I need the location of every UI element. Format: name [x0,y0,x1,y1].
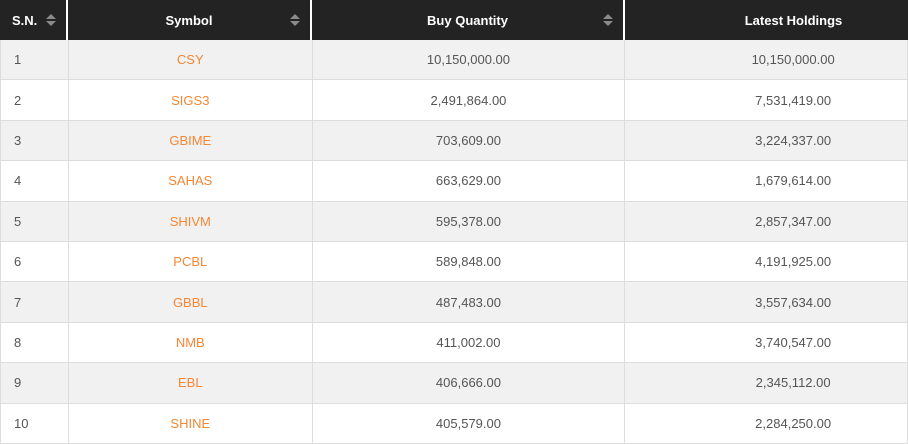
column-header-buy-quantity[interactable]: Buy Quantity [312,0,625,40]
latest-holdings-cell: 2,345,112.00 [755,375,831,391]
table-row: 7 GBBL 487,483.00 3,557,634.00 [1,282,907,323]
symbol-link[interactable]: PCBL [173,254,208,270]
buy-quantity-cell: 405,579.00 [313,403,626,443]
table-body: 1 CSY 10,150,000.00 10,150,000.00 2 SIGS… [0,40,908,444]
column-header-sn[interactable]: S.N. [0,0,68,40]
latest-holdings-cell: 3,224,337.00 [755,132,832,148]
sn-cell: 9 [1,363,69,403]
table-row: 2 SIGS3 2,491,864.00 7,531,419.00 [1,80,907,121]
table-row: 5 SHIVM 595,378.00 2,857,347.00 [1,201,907,242]
sn-cell: 8 [1,322,69,363]
buy-quantity-cell: 406,666.00 [313,363,626,403]
symbol-cell: SIGS3 [69,80,313,120]
buy-quantity-cell: 2,491,864.00 [313,80,626,120]
column-header-symbol-label: Symbol [165,12,213,28]
table-row: 1 CSY 10,150,000.00 10,150,000.00 [1,40,907,81]
symbol-cell: SAHAS [69,161,313,201]
table-row: 3 GBIME 703,609.00 3,224,337.00 [1,120,907,162]
symbol-cell: GBBL [69,282,313,322]
symbol-link[interactable]: CSY [176,52,204,68]
symbol-link[interactable]: EBL [178,375,203,391]
buy-quantity-cell: 487,483.00 [313,282,626,322]
sn-cell: 7 [1,282,69,322]
sn-cell: 4 [1,161,69,201]
table-header-row: S.N. Symbol Buy Quantity Latest Holdings [0,0,908,40]
latest-holdings-cell: 4,191,925.00 [755,254,832,270]
symbol-link[interactable]: SHIVM [169,213,211,229]
symbol-cell: EBL [69,363,313,403]
buy-quantity-cell: 10,150,000.00 [313,40,626,80]
symbol-cell: PCBL [69,241,313,282]
table-row: 4 SAHAS 663,629.00 1,679,614.00 [1,161,907,202]
buy-quantity-cell: 411,002.00 [313,322,626,363]
symbol-cell: NMB [69,322,313,363]
sn-cell: 1 [1,40,69,80]
column-header-symbol[interactable]: Symbol [68,0,312,40]
table-row: 10 SHINE 405,579.00 2,284,250.00 [1,403,907,444]
buy-quantity-cell: 663,629.00 [313,161,626,201]
latest-holdings-cell: 1,679,614.00 [755,173,832,189]
column-header-sn-label: S.N. [12,12,38,28]
latest-holdings-cell: 2,284,250.00 [755,415,832,431]
sort-icon [46,14,56,26]
latest-holdings-cell: 3,740,547.00 [755,334,832,350]
table-row: 8 NMB 411,002.00 3,740,547.00 [1,322,907,364]
symbol-link[interactable]: GBIME [169,132,212,148]
buy-quantity-cell: 589,848.00 [313,241,626,282]
buy-quantity-cell: 703,609.00 [313,120,626,161]
symbol-link[interactable]: SHINE [170,415,211,431]
column-header-latest-holdings-label: Latest Holdings [744,12,843,28]
latest-holdings-cell: 7,531,419.00 [755,92,832,108]
symbol-cell: SHINE [69,403,313,443]
column-header-latest-holdings: Latest Holdings [625,0,908,40]
symbol-cell: CSY [69,40,313,80]
latest-holdings-cell: 10,150,000.00 [751,52,835,68]
table-row: 6 PCBL 589,848.00 4,191,925.00 [1,241,907,283]
buy-quantity-cell: 595,378.00 [313,201,626,241]
sn-cell: 2 [1,80,69,120]
sn-cell: 3 [1,120,69,161]
sort-icon [290,14,300,26]
sn-cell: 10 [1,403,69,443]
symbol-link[interactable]: GBBL [172,294,208,310]
column-header-buy-quantity-label: Buy Quantity [427,12,508,28]
latest-holdings-cell: 3,557,634.00 [755,294,832,310]
sn-cell: 6 [1,241,69,282]
latest-holdings-cell: 2,857,347.00 [755,213,832,229]
symbol-link[interactable]: NMB [175,334,205,350]
symbol-cell: SHIVM [69,201,313,241]
symbol-cell: GBIME [69,120,313,161]
sort-icon [603,14,613,26]
symbol-link[interactable]: SAHAS [168,173,213,189]
sn-cell: 5 [1,201,69,241]
table-row: 9 EBL 406,666.00 2,345,112.00 [1,363,907,404]
symbol-link[interactable]: SIGS3 [171,92,210,108]
